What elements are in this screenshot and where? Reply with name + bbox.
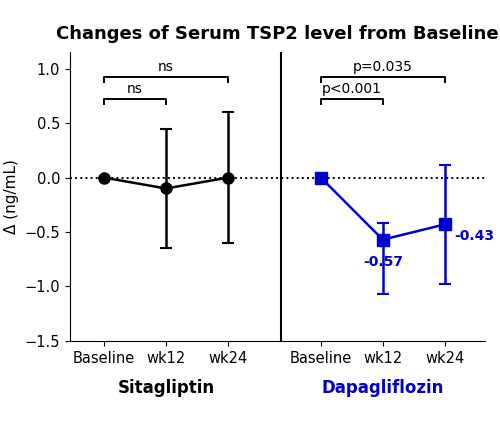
Text: p=0.035: p=0.035 [353,60,412,74]
Text: Sitagliptin: Sitagliptin [118,379,214,397]
Text: ns: ns [158,60,174,74]
Text: -0.43: -0.43 [454,229,494,243]
Text: -0.57: -0.57 [363,255,403,269]
Text: ns: ns [127,82,143,96]
Y-axis label: Δ (ng/mL): Δ (ng/mL) [4,159,19,234]
Text: Dapagliflozin: Dapagliflozin [322,379,444,397]
Text: p<0.001: p<0.001 [322,82,382,96]
Title: Changes of Serum TSP2 level from Baseline: Changes of Serum TSP2 level from Baselin… [56,24,499,42]
